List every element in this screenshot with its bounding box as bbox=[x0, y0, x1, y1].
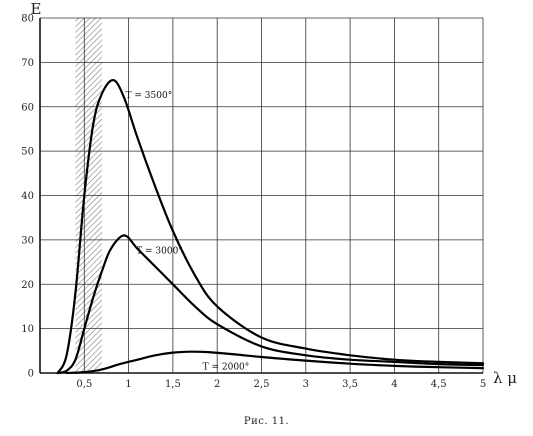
y-tick-label: 80 bbox=[21, 14, 34, 25]
y-tick-label: 20 bbox=[21, 280, 34, 291]
figure-caption: Рис. 11. bbox=[243, 416, 290, 427]
y-tick-label: 30 bbox=[21, 235, 34, 246]
x-tick-label: 3 bbox=[303, 379, 309, 390]
x-tick-label: 1 bbox=[125, 379, 131, 390]
x-tick-label: 1,5 bbox=[165, 379, 181, 390]
x-axis-label: λ μ bbox=[493, 369, 517, 387]
y-tick-label: 10 bbox=[21, 324, 34, 335]
series-label-2: T = 3000° bbox=[136, 246, 183, 256]
series-line-1 bbox=[56, 78, 485, 375]
x-tick-label: 4,5 bbox=[431, 379, 447, 390]
x-tick-label: 2,5 bbox=[254, 379, 270, 390]
series-label-3: T = 2000° bbox=[203, 363, 250, 373]
y-axis-label: E bbox=[31, 0, 42, 18]
x-tick-label: 3,5 bbox=[342, 379, 358, 390]
y-tick-label: 40 bbox=[21, 191, 34, 202]
x-tick-label: 0,5 bbox=[76, 379, 92, 390]
x-tick-label: 2 bbox=[214, 379, 220, 390]
x-tick-label: 4 bbox=[391, 379, 397, 390]
y-tick-label: 0 bbox=[28, 369, 34, 380]
y-tick-label: 70 bbox=[21, 58, 34, 69]
series-line-3 bbox=[65, 350, 485, 375]
x-tick-label: 5 bbox=[480, 379, 486, 390]
series-line-2 bbox=[56, 234, 485, 375]
y-tick-label: 50 bbox=[21, 147, 34, 158]
y-tick-label: 60 bbox=[21, 102, 34, 113]
series-label-1: T = 3500° bbox=[126, 91, 173, 101]
